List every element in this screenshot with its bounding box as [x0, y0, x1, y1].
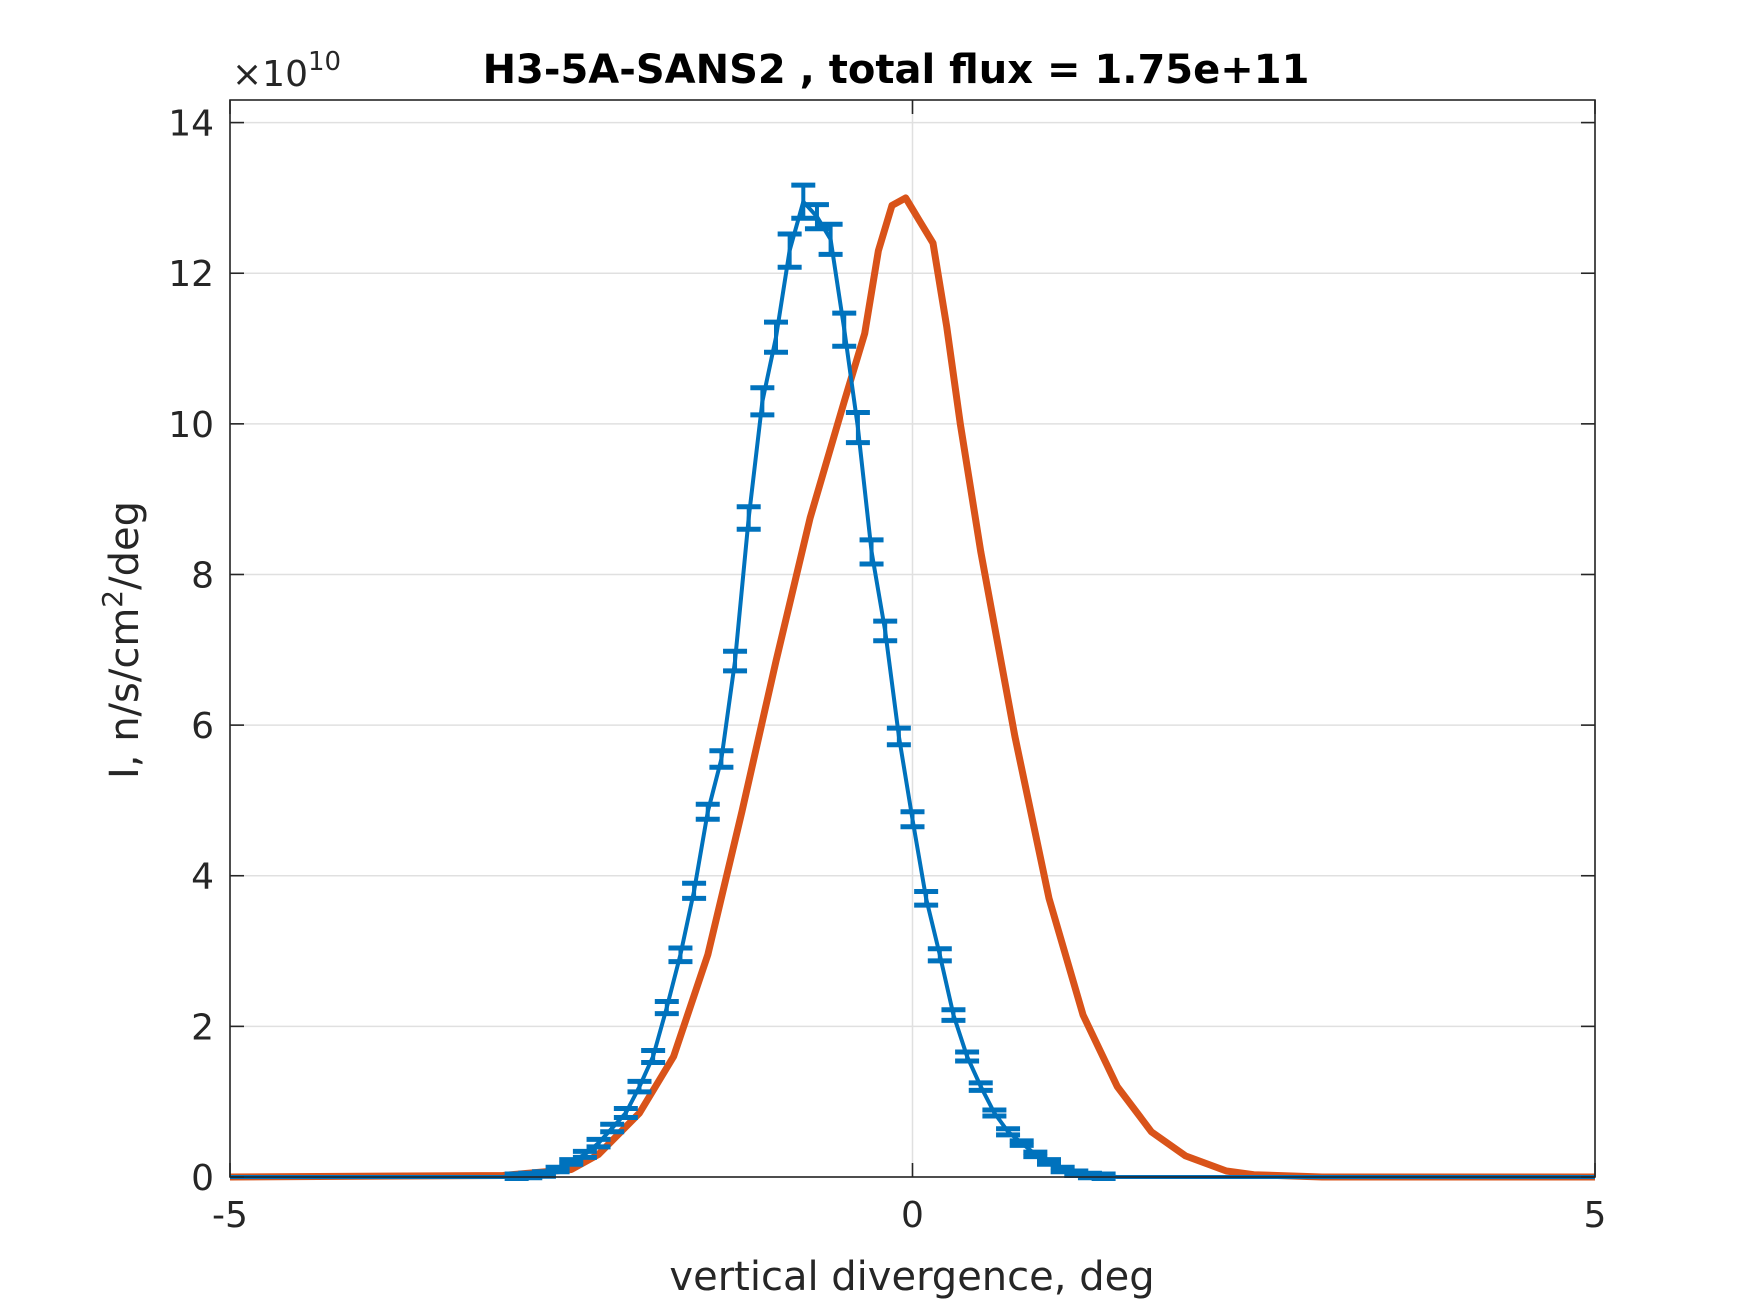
- error-bar: [723, 648, 748, 674]
- error-bar: [777, 231, 802, 270]
- error-bar: [613, 1105, 638, 1121]
- error-bar: [641, 1047, 666, 1066]
- error-bar: [886, 725, 911, 748]
- error-bar: [900, 809, 925, 830]
- y-axis-label: I, n/s/cm2/deg: [96, 501, 148, 779]
- axis-ticks: [229, 100, 1596, 1178]
- y-axis-label-main: I, n/s/cm: [102, 608, 148, 779]
- error-bar: [545, 1164, 570, 1175]
- x-tick-label: 0: [901, 1195, 924, 1236]
- x-tick-label: 5: [1584, 1195, 1607, 1236]
- error-bar: [654, 999, 679, 1017]
- error-bar: [627, 1078, 652, 1095]
- error-bar: [695, 801, 720, 822]
- error-bar: [941, 1007, 966, 1023]
- error-bar: [818, 221, 843, 257]
- error-bar: [832, 310, 857, 349]
- error-bar: [586, 1136, 611, 1150]
- error-bar: [927, 946, 952, 964]
- error-bar: [1023, 1149, 1048, 1160]
- error-bar: [736, 504, 761, 532]
- y-tick-label: 12: [168, 254, 214, 295]
- error-bar: [791, 182, 816, 221]
- error-bar: [982, 1107, 1007, 1119]
- error-bar: [682, 880, 707, 901]
- error-bar: [845, 410, 870, 446]
- y-tick-label: 4: [191, 857, 214, 898]
- error-bar: [668, 945, 693, 965]
- chart-title: H3-5A-SANS2 , total flux = 1.75e+11: [483, 47, 1310, 93]
- y-tick-label: 14: [168, 104, 214, 145]
- x-axis-label: vertical divergence, deg: [669, 1254, 1154, 1300]
- y-exponent-base: ×10: [232, 54, 308, 95]
- error-bar: [764, 319, 788, 355]
- error-bar: [968, 1080, 993, 1093]
- y-axis-label-superscript: 2: [96, 590, 129, 608]
- y-exponent-power: 10: [308, 47, 341, 77]
- y-tick-label: 2: [191, 1007, 214, 1048]
- y-tick-label: 6: [191, 706, 214, 747]
- error-bar: [572, 1148, 597, 1160]
- y-axis-label-tail: /deg: [102, 501, 148, 590]
- y-tick-label: 0: [191, 1158, 214, 1199]
- error-bar: [709, 748, 734, 770]
- y-tick-label: 10: [168, 405, 214, 446]
- error-bar: [1009, 1138, 1034, 1148]
- error-bar: [804, 202, 829, 232]
- y-exponent-label: ×1010: [232, 47, 341, 95]
- error-bar: [996, 1126, 1021, 1138]
- error-bar: [859, 537, 884, 567]
- error-bar: [914, 889, 939, 908]
- error-bar: [559, 1157, 584, 1167]
- fit-curve-line: [229, 194, 1595, 1181]
- error-bar: [873, 618, 898, 644]
- x-tick-label: -5: [212, 1195, 248, 1236]
- error-bar: [600, 1121, 625, 1135]
- error-bar: [955, 1049, 980, 1064]
- y-tick-label: 8: [191, 555, 214, 596]
- error-bar: [1037, 1157, 1061, 1167]
- error-bar: [750, 385, 775, 418]
